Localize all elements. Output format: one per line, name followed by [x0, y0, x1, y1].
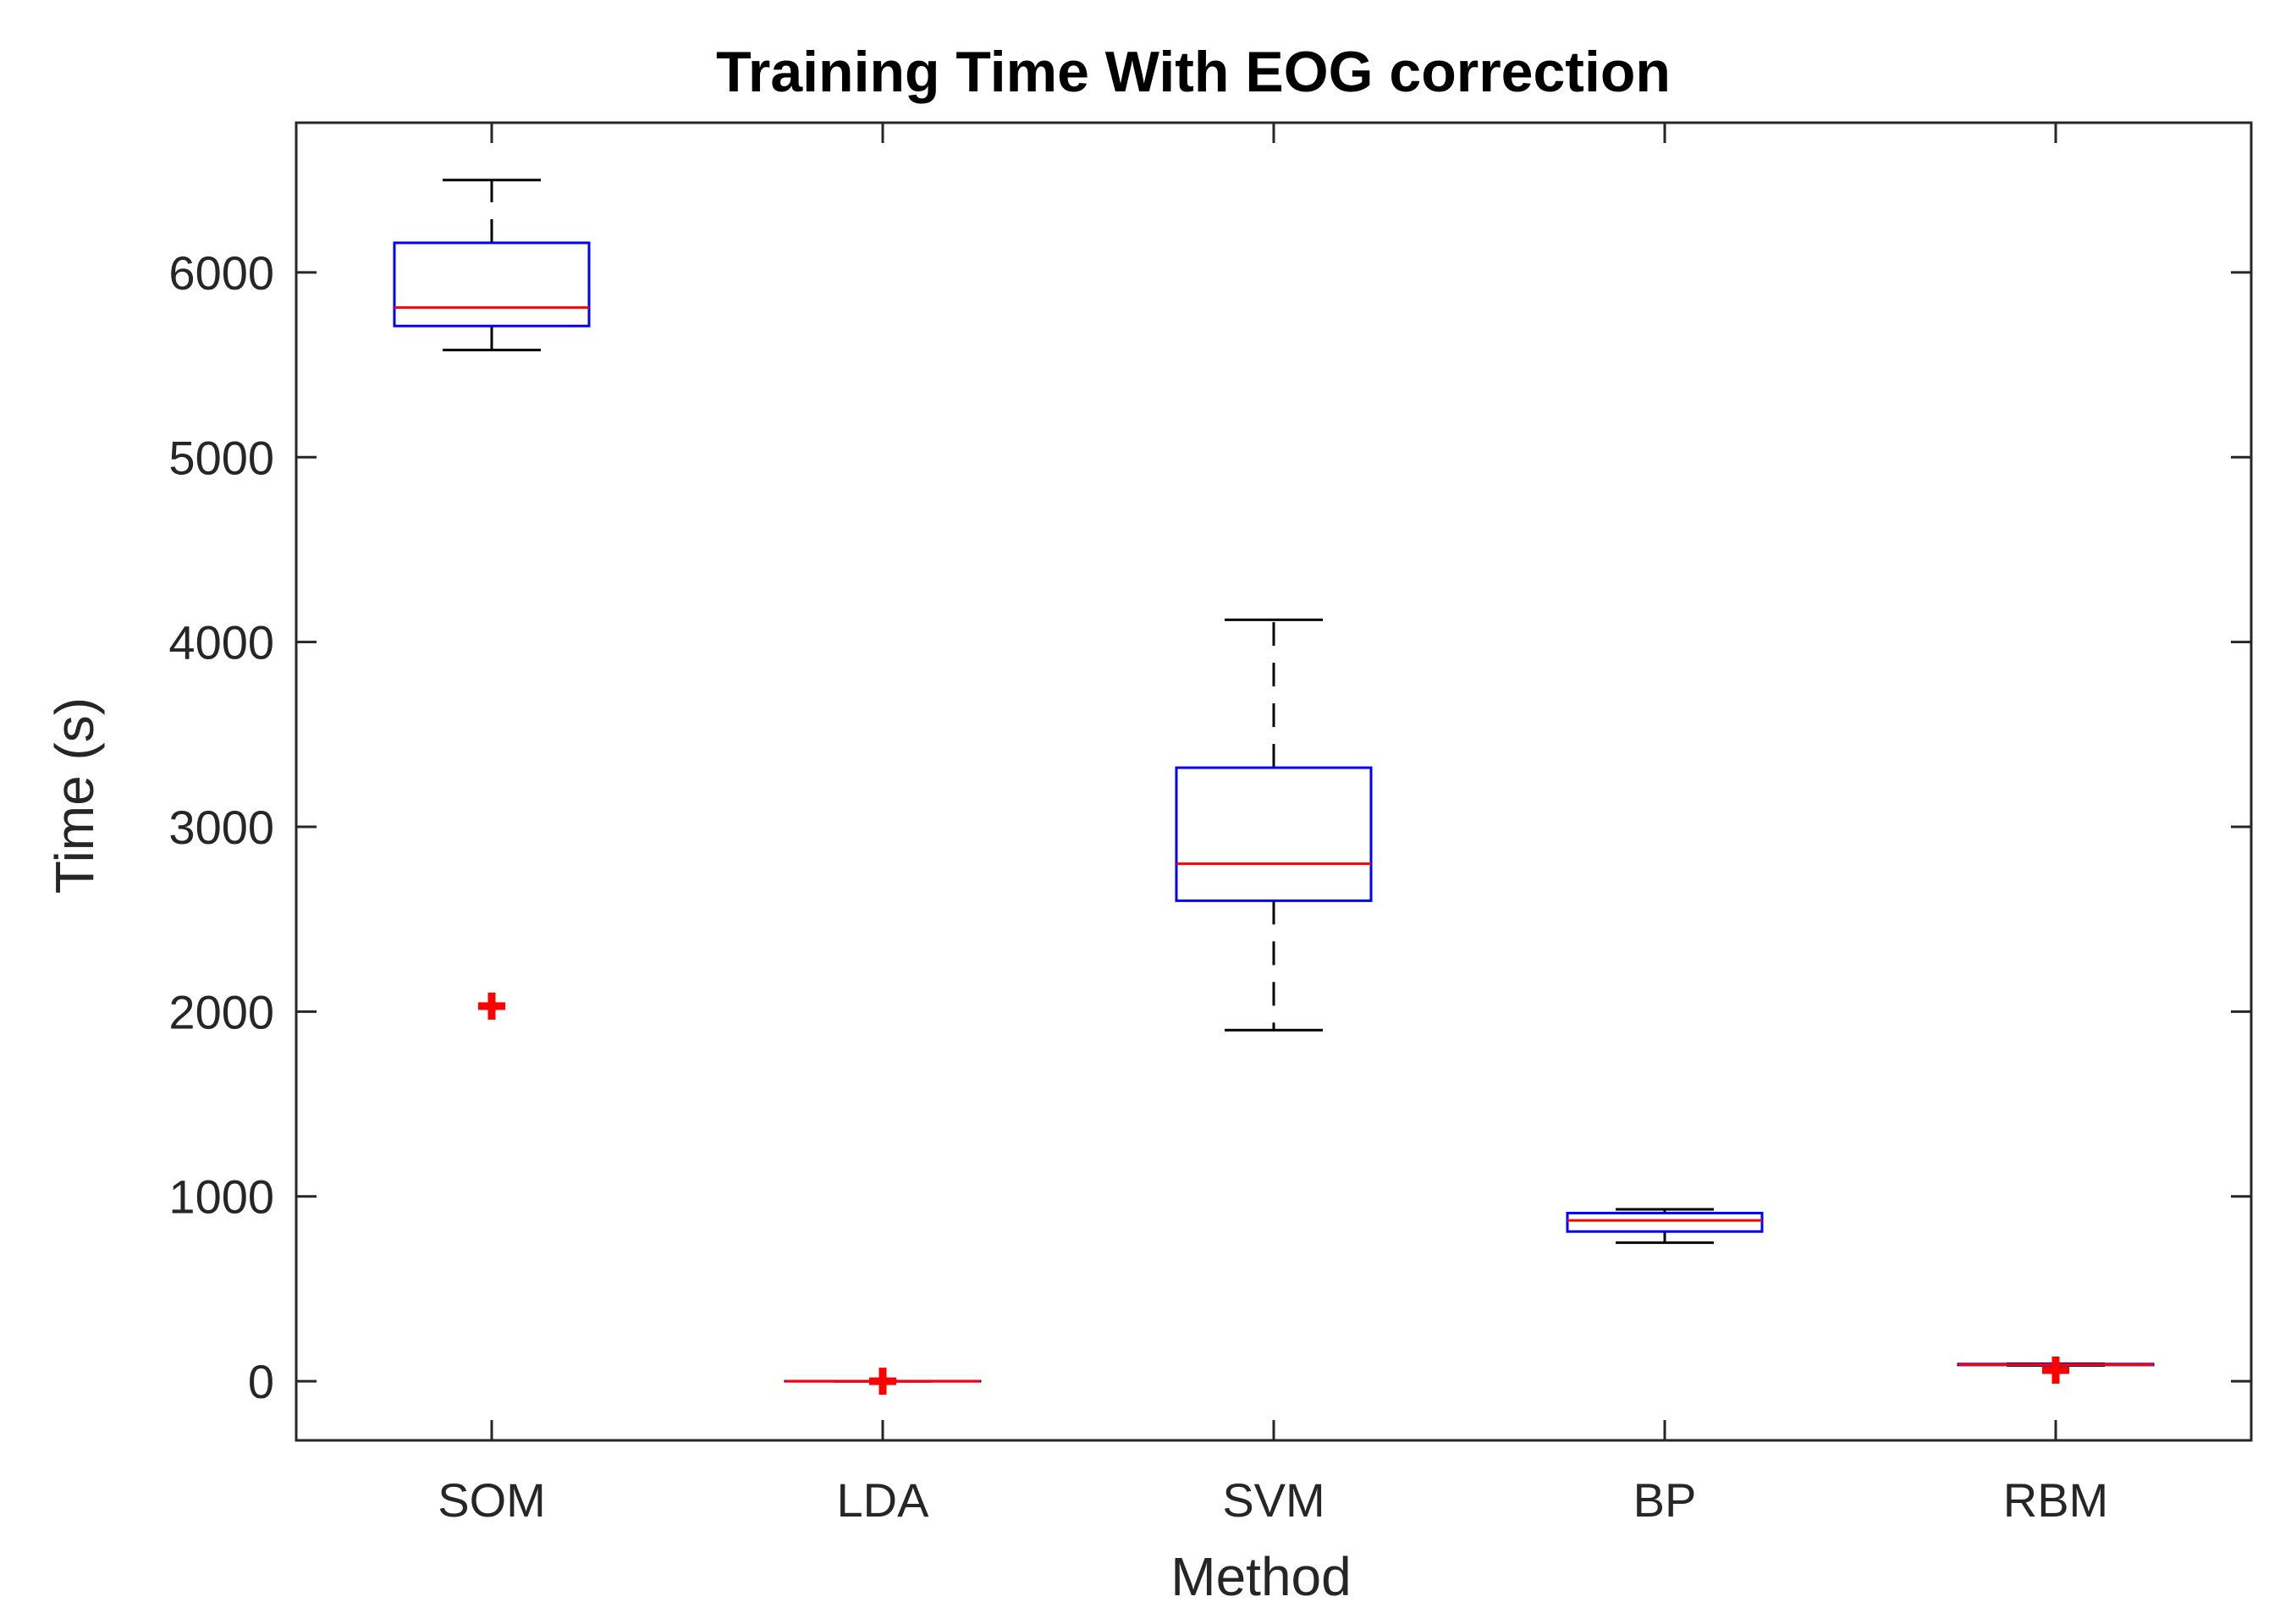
y-tick-label: 2000: [168, 985, 274, 1038]
x-tick-label: LDA: [837, 1473, 930, 1527]
outlier-marker: [478, 992, 505, 1020]
plot-area: 0 1000 2000 3000 4000 5000 6000 SOM LDA SVM BP RBM: [168, 121, 2253, 1527]
outlier-marker: [2042, 1357, 2069, 1385]
x-tick-label: RBM: [2003, 1473, 2108, 1527]
y-tick-label: 5000: [168, 431, 274, 484]
box-rbm: [1957, 1357, 2155, 1385]
box-bp: [1566, 1208, 1764, 1244]
y-tick-label: 0: [248, 1355, 274, 1408]
x-tick-label: BP: [1633, 1473, 1697, 1527]
y-tick-label: 1000: [168, 1170, 274, 1224]
chart-title: Training Time With EOG correction: [716, 40, 1671, 104]
y-tick-label: 3000: [168, 801, 274, 854]
iqr-box: [1175, 766, 1373, 902]
iqr-box: [393, 241, 591, 328]
box-som: [393, 179, 591, 1020]
box-svm: [1175, 618, 1373, 1032]
y-tick-label: 6000: [168, 246, 274, 300]
iqr-box: [1566, 1211, 1764, 1233]
y-tick-label: 4000: [168, 616, 274, 669]
x-axis-label: Method: [1170, 1546, 1351, 1607]
outlier-marker: [869, 1368, 896, 1396]
x-tick-label: SOM: [438, 1473, 546, 1527]
y-axis-label: Time (s): [44, 697, 105, 894]
x-tick-label: SVM: [1222, 1473, 1324, 1527]
box-lda: [784, 1368, 982, 1396]
